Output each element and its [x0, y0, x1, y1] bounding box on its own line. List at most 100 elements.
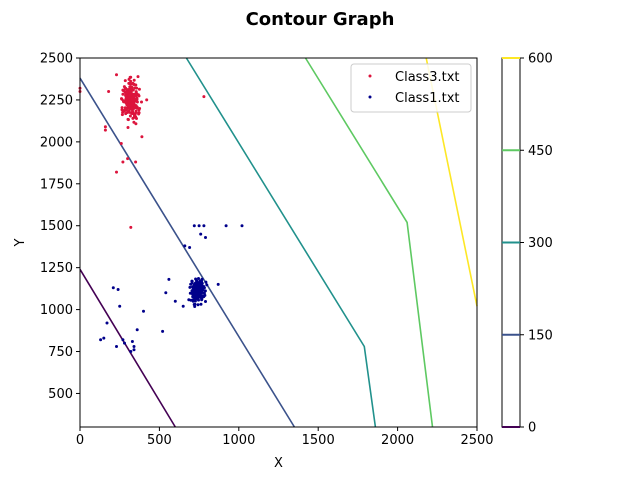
data-point [129, 79, 133, 83]
x-axis-ticks: 0 500 1000 1500 2000 2500 [76, 427, 494, 448]
data-point [199, 302, 203, 306]
data-point [194, 277, 198, 281]
legend-label-class1: Class1.txt [395, 91, 460, 106]
data-point [132, 348, 136, 352]
data-point [120, 108, 124, 112]
data-point [202, 295, 206, 299]
data-point [181, 304, 185, 308]
y-tick-label: 1750 [40, 177, 73, 192]
legend-marker-class1 [368, 95, 372, 99]
data-point [204, 300, 207, 303]
data-point [190, 279, 194, 283]
data-point [140, 100, 143, 104]
x-tick-label: 2000 [381, 433, 414, 448]
data-point [195, 288, 199, 292]
data-point [125, 96, 129, 100]
data-point [130, 111, 134, 115]
data-point [133, 92, 137, 96]
data-point [191, 287, 195, 291]
data-point [121, 92, 125, 96]
data-point [197, 224, 201, 228]
contour-line-300 [185, 57, 377, 428]
legend-marker-class3 [368, 74, 372, 78]
data-point [199, 232, 203, 236]
data-point [202, 224, 206, 228]
data-point [123, 91, 127, 94]
data-point [132, 120, 136, 124]
data-point [126, 157, 130, 161]
data-point [127, 77, 131, 81]
data-point [115, 345, 118, 348]
data-point [133, 86, 137, 90]
data-point [137, 94, 141, 98]
x-tick-label: 1500 [302, 433, 335, 448]
contour-line-0 [79, 268, 176, 428]
x-tick-label: 2500 [460, 433, 493, 448]
series-class3-txt [78, 73, 206, 229]
data-point [203, 289, 207, 293]
data-point [119, 142, 123, 145]
y-tick-label: 1250 [40, 261, 73, 276]
data-point [118, 304, 122, 308]
data-point [129, 107, 133, 111]
data-point [142, 309, 145, 313]
data-point [115, 170, 118, 174]
scatter-points [78, 73, 244, 353]
data-point [161, 329, 165, 333]
data-point [124, 94, 128, 97]
data-point [111, 286, 115, 290]
data-point [123, 79, 127, 83]
data-point [197, 298, 200, 302]
data-point [128, 114, 132, 118]
data-point [103, 128, 107, 132]
data-point [173, 299, 177, 303]
data-point [201, 286, 205, 290]
data-point [124, 99, 128, 103]
data-point [135, 100, 139, 104]
data-point [193, 297, 197, 301]
data-point [135, 97, 139, 101]
data-point [140, 135, 144, 139]
data-point [134, 160, 138, 164]
data-point [132, 345, 136, 348]
data-point [195, 291, 199, 295]
data-point [204, 280, 208, 284]
data-point [188, 285, 192, 289]
data-point [136, 75, 140, 79]
data-point [121, 88, 125, 92]
y-tick-label: 2250 [40, 93, 73, 108]
series-class1-txt [99, 224, 244, 353]
data-point [216, 282, 220, 286]
data-point [102, 336, 106, 340]
x-tick-label: 1000 [222, 433, 255, 448]
colorbar-tick-label: 150 [528, 328, 553, 343]
data-point [121, 160, 125, 164]
data-point [205, 283, 209, 287]
data-point [124, 112, 128, 116]
data-point [103, 125, 107, 129]
contour-line-450 [304, 57, 434, 428]
colorbar-tick-label: 450 [528, 144, 553, 159]
data-point [99, 338, 103, 342]
data-point [120, 113, 124, 117]
data-point [137, 112, 141, 116]
data-point [129, 82, 133, 86]
data-point [131, 109, 134, 113]
data-point [193, 302, 197, 306]
data-point [105, 321, 109, 325]
data-point [129, 75, 133, 79]
plot-frame [79, 57, 478, 428]
data-point [122, 109, 126, 113]
data-point [134, 104, 138, 108]
data-point [129, 350, 133, 353]
contour-line-150 [79, 77, 296, 428]
y-tick-label: 1500 [40, 219, 73, 234]
x-tick-label: 500 [147, 433, 172, 448]
data-point [189, 298, 193, 302]
data-point [127, 96, 131, 100]
data-point [196, 285, 200, 289]
data-point [164, 291, 168, 295]
data-point [199, 295, 203, 299]
data-point [192, 284, 196, 288]
